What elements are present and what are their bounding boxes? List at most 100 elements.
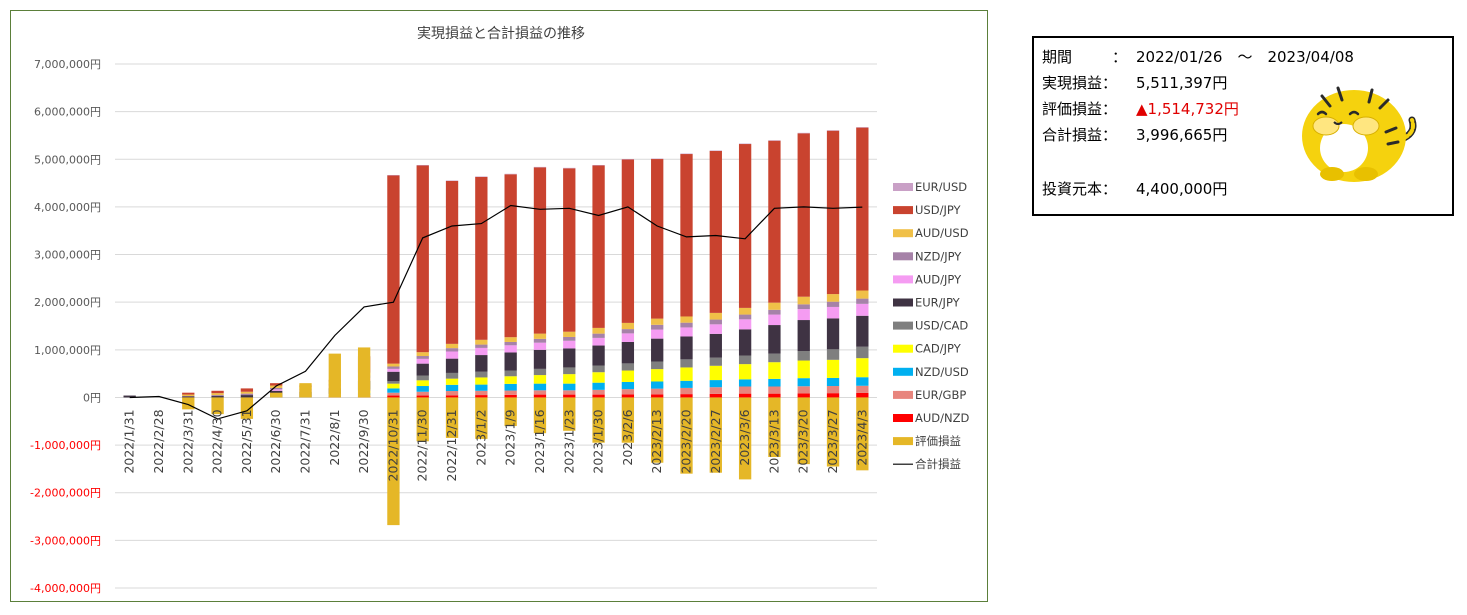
bar-usd-cad: [592, 365, 605, 373]
x-tick-label: 2023/1/30: [591, 409, 606, 473]
unrealized-row: 評価損益： ▲1,514,732円: [1042, 98, 1239, 119]
bar-eur-gbp: [826, 386, 840, 394]
bar-eur-jpy: [680, 336, 693, 360]
bar-aud-nzd: [856, 392, 869, 398]
bar-eur-jpy: [563, 348, 576, 368]
bar-cad-jpy: [504, 376, 517, 384]
bar-nzd-jpy: [270, 387, 283, 390]
bar-aud-jpy: [592, 337, 605, 346]
bar-usd-cad: [797, 351, 810, 361]
capital-label: 投資元本：: [1042, 180, 1118, 198]
bar-nzd-jpy: [563, 336, 576, 341]
bar-unrealized-pnl: [182, 397, 195, 410]
bar-aud-nzd: [592, 394, 605, 398]
bar-aud-usd: [475, 339, 488, 345]
bar-unrealized-pnl: [240, 397, 254, 419]
bar-usd-jpy: [240, 388, 254, 392]
total-value: 3,996,665円: [1136, 126, 1228, 144]
bar-aud-jpy: [709, 324, 722, 334]
period-separator: ：: [1112, 48, 1128, 66]
bar-eur-jpy: [182, 396, 195, 398]
bar-nzd-jpy: [709, 319, 722, 325]
bar-aud-nzd: [651, 394, 664, 398]
bar-aud-usd: [856, 290, 869, 299]
bar-usd-cad: [621, 363, 635, 371]
total-label: 合計損益：: [1042, 126, 1118, 144]
bar-nzd-jpy: [445, 348, 459, 352]
bar-aud-jpy: [387, 368, 400, 372]
bar-aud-usd: [387, 363, 400, 367]
bar-eur-gbp: [416, 391, 429, 396]
legend-swatch-usd-jpy: [893, 206, 913, 215]
bar-aud-nzd: [504, 394, 517, 398]
bar-cad-jpy: [475, 377, 488, 385]
bar-usd-jpy: [592, 165, 605, 328]
legend-swatch-eur-usd: [893, 183, 913, 191]
x-tick-label: 2023/3/27: [825, 409, 840, 473]
bar-aud-usd: [738, 307, 752, 315]
bar-aud-usd: [826, 294, 840, 302]
bar-nzd-jpy: [387, 366, 400, 369]
bar-nzd-usd: [826, 377, 840, 387]
bar-unrealized-pnl: [445, 397, 459, 438]
bar-nzd-jpy: [533, 338, 547, 343]
bar-eur-gbp: [709, 387, 722, 394]
bar-nzd-usd: [797, 378, 810, 387]
x-tick-label: 2023/3/20: [796, 409, 811, 473]
bar-unrealized-pnl: [680, 397, 693, 474]
pnl-chart: 実現損益と合計損益の推移 7,000,000円 6,000,000円 5,000,0…: [30, 26, 969, 595]
bar-eur-gbp: [621, 389, 635, 395]
unrealized-label: 評価損益：: [1042, 100, 1118, 118]
bar-cad-jpy: [738, 364, 752, 380]
bar-usd-cad: [709, 357, 722, 366]
bar-eur-gbp: [504, 390, 517, 395]
bar-nzd-jpy: [680, 322, 693, 328]
bar-unrealized-pnl: [416, 397, 429, 442]
bar-nzd-jpy: [504, 341, 517, 346]
bar-usd-cad: [826, 349, 840, 360]
bar-usd-jpy: [416, 165, 429, 353]
capital-row: 投資元本： 4,400,000円: [1042, 178, 1227, 199]
bar-usd-cad: [445, 372, 459, 379]
bar-eur-gbp: [738, 386, 752, 394]
bar-cad-jpy: [768, 362, 781, 379]
bar-eur-jpy: [856, 315, 869, 347]
bar-aud-nzd: [445, 395, 459, 398]
bar-cad-jpy: [709, 365, 722, 381]
bar-aud-usd: [504, 337, 517, 342]
x-tick-label: 2022/1/31: [122, 409, 137, 473]
bar-aud-nzd: [563, 394, 576, 398]
bar-usd-jpy: [621, 159, 635, 323]
bar-nzd-usd: [416, 386, 429, 392]
legend-swatch-usd-cad: [893, 321, 913, 330]
summary-box: 期間 ： 2022/01/26 ～ 2023/04/08 実現損益： 5,511,39…: [1032, 36, 1454, 216]
bar-usd-jpy: [270, 383, 283, 386]
bar-aud-jpy: [504, 345, 517, 353]
bar-usd-cad: [738, 355, 752, 365]
bar-eur-jpy: [533, 349, 547, 369]
bar-usd-cad: [680, 359, 693, 368]
bar-unrealized-pnl: [504, 397, 517, 427]
line-total-pnl: [129, 204, 863, 420]
bar-unrealized-pnl: [387, 397, 400, 526]
x-tick-label: 2023/1/16: [532, 409, 547, 473]
bar-cad-jpy: [592, 372, 605, 383]
legend-swatch-nzd-usd: [893, 367, 913, 376]
bar-unrealized-pnl: [563, 397, 576, 431]
bar-eur-gbp: [651, 388, 664, 395]
bar-eur-jpy: [475, 355, 488, 372]
bar-nzd-usd: [387, 388, 400, 393]
bar-eur-gbp: [387, 392, 400, 396]
bar-usd-jpy: [182, 392, 195, 395]
x-tick-label: 2023/1/23: [561, 409, 576, 473]
bar-unrealized-pnl: [475, 397, 488, 439]
y-tick-label: 3,000,000円: [34, 249, 101, 262]
bar-eur-gbp: [856, 385, 869, 393]
bar-aud-jpy: [416, 358, 429, 364]
bar-usd-cad: [387, 381, 400, 384]
y-tick-label: -4,000,000円: [30, 582, 101, 595]
bars: [123, 127, 869, 526]
bar-nzd-usd: [563, 383, 576, 391]
legend-label-eur-usd: EUR/USD: [915, 180, 967, 194]
bar-nzd-jpy: [592, 333, 605, 338]
